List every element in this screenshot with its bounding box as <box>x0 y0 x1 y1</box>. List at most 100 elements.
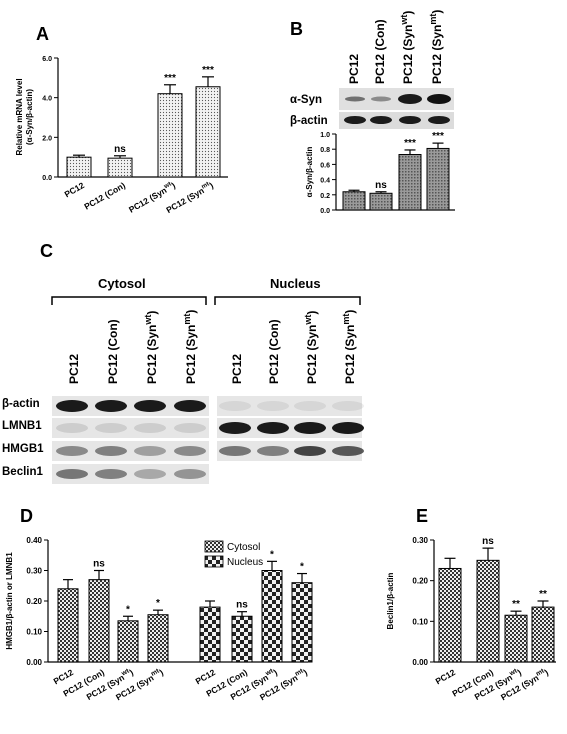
y-tick-label: 0.00 <box>26 658 42 667</box>
lane-superscript: wt <box>399 15 409 26</box>
lane-label-pc12: PC12 <box>230 354 244 384</box>
x-tick-label: PC12 <box>434 667 458 686</box>
lane-label-text: PC12 (Syn <box>145 325 159 384</box>
panel-label-c: C <box>40 241 53 261</box>
band <box>294 401 326 411</box>
band <box>56 446 88 456</box>
significance-label: * <box>300 562 304 573</box>
group-label-nucleus: Nucleus <box>270 276 321 291</box>
bracket-nucleus <box>214 296 361 305</box>
bar <box>195 86 221 178</box>
bar <box>438 567 462 663</box>
y-tick-label: 0.20 <box>26 597 42 606</box>
y-tick-label: 4.0 <box>42 96 52 103</box>
membrane-strip <box>217 396 362 416</box>
significance-label: ns <box>375 180 387 191</box>
panel-b-western-blot: α-Syn β-actin <box>290 88 454 129</box>
significance-label: * <box>126 604 130 615</box>
band <box>332 422 364 434</box>
membrane-strip <box>52 418 209 438</box>
y-axis-label: Beclin1/β-actin <box>386 572 395 629</box>
membrane-strip <box>52 464 209 484</box>
lane-label-text: PC12 (Syn <box>401 25 415 84</box>
band <box>134 423 166 433</box>
membrane-strip <box>217 418 362 438</box>
lane-label-text: PC12 (Syn <box>184 325 198 384</box>
band <box>95 400 127 412</box>
band <box>257 422 289 434</box>
lane-superscript: wt <box>143 315 153 326</box>
panel-c-header: Cytosol Nucleus <box>51 276 361 305</box>
band <box>219 401 251 411</box>
lane-label-pc12: PC12 <box>347 54 361 84</box>
blot-label-beta-actin: β-actin <box>2 398 40 410</box>
bar <box>531 606 555 663</box>
panel-b-lane-labels: PC12 PC12 (Con) PC12 (Synwt) PC12 (Synmt… <box>347 10 444 84</box>
blot-label-beta-actin: β-actin <box>290 115 328 127</box>
y-tick-label: 0.0 <box>320 208 330 215</box>
band <box>257 401 289 411</box>
bar <box>117 620 139 663</box>
bracket-cytosol <box>51 296 207 305</box>
band <box>56 469 88 479</box>
band <box>95 423 127 433</box>
lane-superscript: mt <box>341 314 351 325</box>
y-tick-label: 0.4 <box>320 178 330 185</box>
band <box>428 116 450 124</box>
band <box>371 96 391 102</box>
blot-label-beclin1: Beclin1 <box>2 466 44 478</box>
band <box>219 446 251 456</box>
band <box>399 116 421 124</box>
lane-label-pc12-synmt: PC12 (Synmt) <box>341 310 357 384</box>
band <box>344 116 366 124</box>
panel-label-e: E <box>416 506 428 526</box>
band <box>294 422 326 434</box>
lane-label-text: PC12 (Syn <box>305 325 319 384</box>
significance-label: *** <box>404 138 416 149</box>
panel-c-blot-labels: β-actin LMNB1 HMGB1 Beclin1 <box>2 398 44 478</box>
significance-label: ns <box>114 144 126 155</box>
y-tick-label: 0.0 <box>42 175 52 182</box>
band <box>56 423 88 433</box>
panel-label-d: D <box>20 506 33 526</box>
significance-label: *** <box>202 65 214 76</box>
panel-label-a: A <box>36 24 49 44</box>
legend-label-nucleus: Nucleus <box>227 557 263 568</box>
bar <box>342 191 366 211</box>
membrane-strip <box>217 441 362 461</box>
lane-superscript: mt <box>428 14 438 25</box>
band <box>294 446 326 456</box>
y-tick-label: 0.10 <box>26 628 42 637</box>
panel-c-western-blots <box>52 396 364 484</box>
y-axis-label: Relative mRNA level <box>15 78 24 155</box>
lane-label-pc12-con: PC12 (Con) <box>373 19 387 84</box>
y-tick-label: 1.0 <box>320 132 330 139</box>
y-tick-label: 0.00 <box>412 658 428 667</box>
bar <box>199 606 221 663</box>
bar <box>291 582 313 663</box>
membrane-alpha-syn <box>339 88 454 110</box>
legend-label-cytosol: Cytosol <box>227 542 260 553</box>
band <box>95 446 127 456</box>
legend-swatch-cytosol <box>204 540 224 553</box>
x-tick-label: PC12 (Con) <box>82 180 127 212</box>
lane-label-pc12-synwt: PC12 (Synwt) <box>143 311 159 384</box>
panel-c-lane-labels: PC12 PC12 (Con) PC12 (Synwt) PC12 (Synmt… <box>67 310 357 384</box>
band <box>398 94 422 104</box>
bar <box>398 154 422 211</box>
band <box>332 401 364 411</box>
bar <box>147 614 169 663</box>
lane-label-pc12-synwt: PC12 (Synwt) <box>303 311 319 384</box>
bar <box>231 615 253 663</box>
significance-label: ns <box>236 600 248 611</box>
lane-label-text: PC12 (Syn <box>430 25 444 84</box>
bar <box>261 570 283 663</box>
membrane-strip <box>52 441 209 461</box>
lane-label-pc12-con: PC12 (Con) <box>106 319 120 384</box>
band <box>427 94 451 104</box>
y-tick-label: 0.30 <box>26 567 42 576</box>
bar <box>107 157 133 178</box>
membrane-strip <box>52 396 209 416</box>
significance-label: *** <box>432 131 444 142</box>
